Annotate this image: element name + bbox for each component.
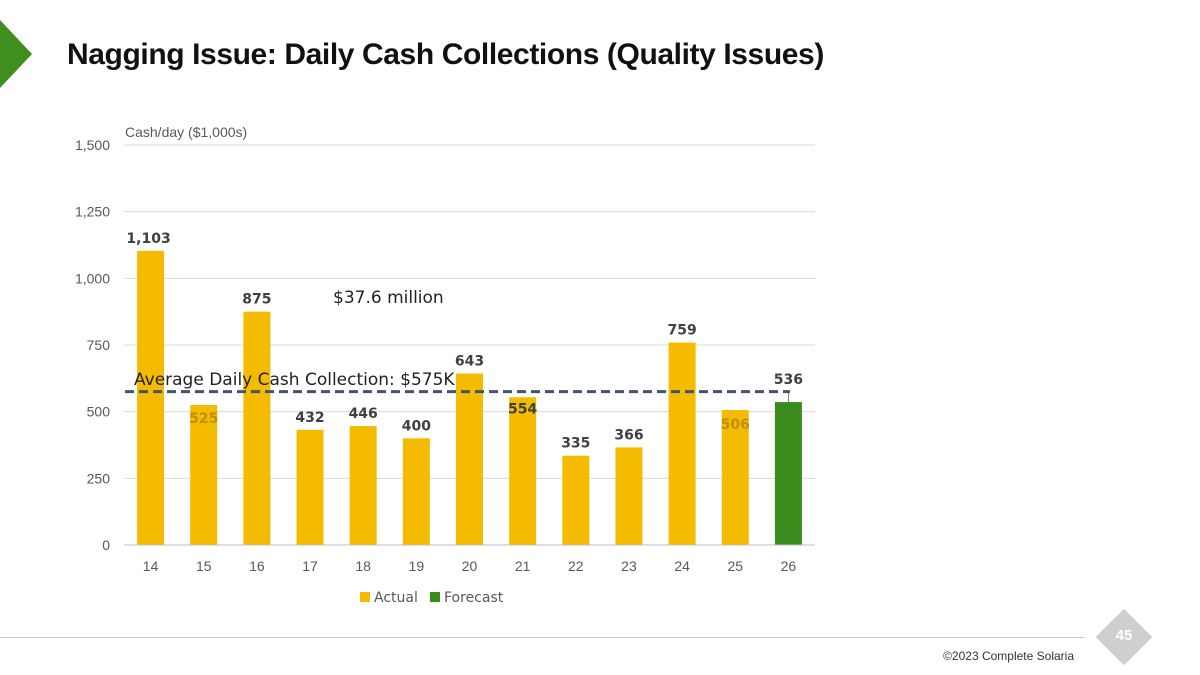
y-tick-label: 1,000	[75, 270, 110, 286]
data-label: 525	[189, 411, 218, 427]
y-tick-label: 250	[87, 470, 111, 486]
x-tick-label: 16	[249, 558, 265, 574]
actual-bar	[137, 250, 165, 545]
legend-label-forecast: Forecast	[444, 590, 504, 606]
x-tick-label: 21	[515, 558, 531, 574]
forecast-bar	[774, 402, 802, 545]
data-label: 335	[561, 436, 590, 452]
data-label: 536	[774, 372, 803, 388]
x-tick-label: 18	[355, 558, 371, 574]
actual-bar	[509, 397, 537, 545]
x-tick-label: 24	[674, 558, 690, 574]
data-label: 506	[721, 417, 750, 433]
actual-bar	[562, 455, 590, 545]
data-label: 759	[667, 323, 696, 339]
y-tick-label: 1,250	[75, 204, 110, 220]
x-tick-label: 25	[727, 558, 743, 574]
actual-bar	[615, 447, 643, 545]
x-tick-label: 20	[462, 558, 478, 574]
y-axis-label: Cash/day ($1,000s)	[125, 124, 247, 140]
footer-divider	[0, 637, 1085, 638]
data-label: 554	[508, 401, 537, 417]
data-label: 432	[295, 410, 324, 426]
x-tick-label: 14	[143, 558, 159, 574]
data-label: 1,103	[126, 231, 170, 247]
actual-bar	[243, 311, 271, 545]
y-tick-label: 500	[87, 404, 111, 420]
total-annotation: $37.6 million	[333, 288, 444, 308]
x-tick-label: 15	[196, 558, 212, 574]
x-tick-label: 23	[621, 558, 637, 574]
x-tick-label: 19	[409, 558, 425, 574]
actual-bar	[349, 426, 377, 545]
slide-title: Nagging Issue: Daily Cash Collections (Q…	[67, 38, 824, 71]
actual-bar	[721, 410, 749, 545]
actual-bar	[402, 438, 430, 545]
x-tick-label: 22	[568, 558, 584, 574]
data-label: 366	[614, 427, 643, 443]
x-tick-label: 17	[302, 558, 318, 574]
actual-bar	[190, 405, 218, 545]
legend-label-actual: Actual	[374, 590, 418, 606]
legend-swatch-forecast	[430, 592, 440, 602]
actual-bar	[668, 342, 696, 545]
data-label: 875	[242, 292, 271, 308]
y-tick-label: 750	[87, 337, 111, 353]
actual-bar	[296, 429, 324, 545]
y-tick-label: 0	[102, 537, 110, 553]
data-label: 446	[349, 406, 378, 422]
y-tick-label: 1,500	[75, 137, 110, 153]
actual-bar	[456, 373, 483, 545]
data-label: 400	[402, 418, 431, 434]
corner-arrow-decoration	[0, 20, 32, 88]
x-tick-label: 26	[781, 558, 797, 574]
page-number: 45	[1115, 627, 1133, 644]
legend-swatch-actual	[360, 592, 370, 602]
copyright-text: ©2023 Complete Solaria	[943, 649, 1074, 663]
data-label: 643	[455, 354, 484, 370]
average-line-label: Average Daily Cash Collection: $575K	[134, 370, 455, 390]
